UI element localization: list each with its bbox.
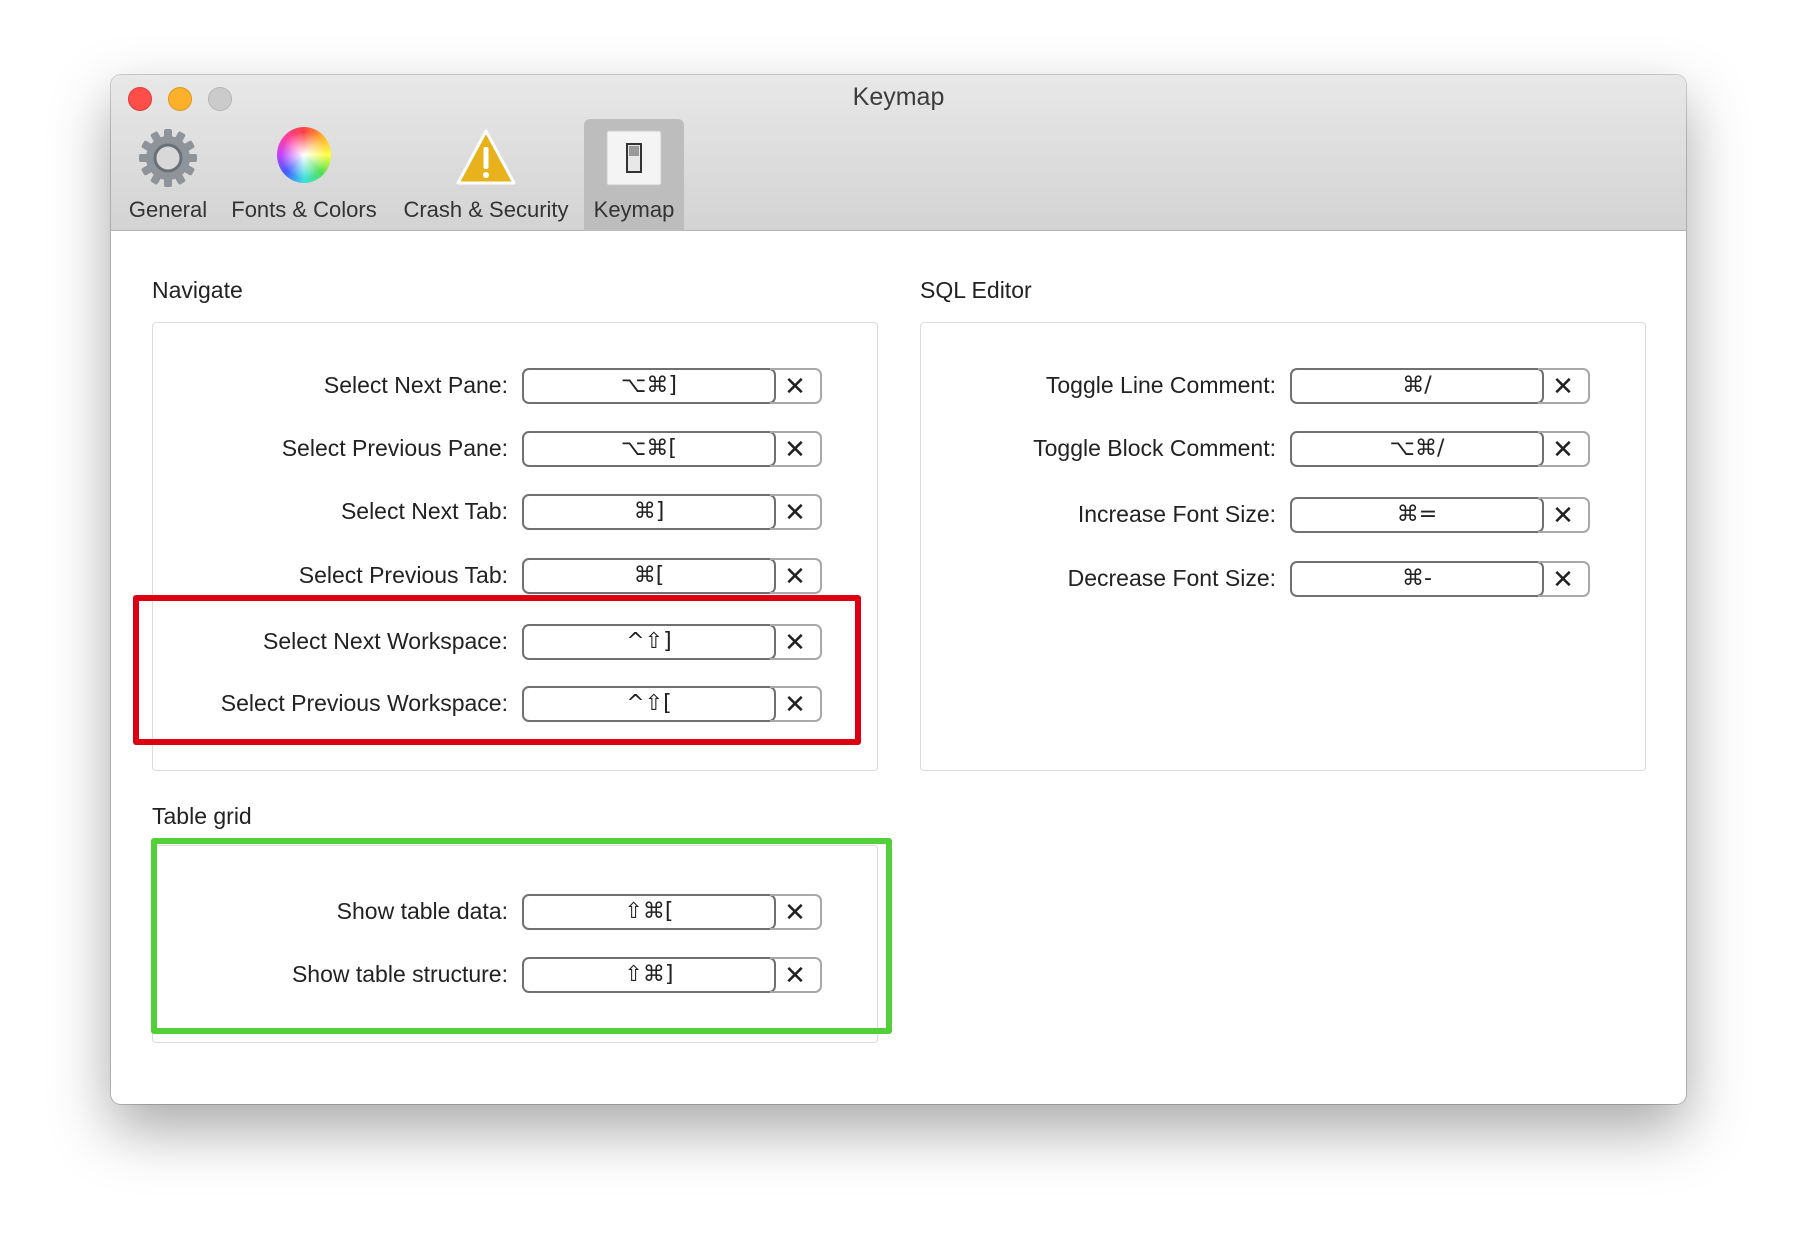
shortcut-label: Select Previous Tab: — [298, 562, 508, 588]
close-button[interactable] — [128, 87, 152, 111]
green-highlight-box — [151, 838, 892, 1034]
close-icon: ✕ — [1552, 434, 1574, 464]
tab-crash-security[interactable]: Crash & Security — [393, 119, 579, 231]
clear-shortcut-button[interactable]: ✕ — [770, 494, 822, 530]
shortcut-label: Select Previous Workspace: — [220, 690, 508, 716]
tab-label: Keymap — [593, 197, 675, 222]
shortcut-recorder: ^⇧[ ✕ — [522, 686, 822, 722]
shortcut-row: Show table structure: — [111, 957, 508, 993]
shortcut-field[interactable]: ⇧⌘] — [522, 957, 776, 993]
shortcut-row: Toggle Block Comment: — [111, 431, 1276, 467]
close-icon: ✕ — [784, 497, 806, 527]
tab-general[interactable]: General — [121, 119, 215, 231]
shortcut-label: Show table data: — [336, 898, 508, 924]
toolbar: Keymap General Fonts & Colors Crash & Se… — [111, 75, 1686, 231]
clear-shortcut-button[interactable]: ✕ — [1538, 368, 1590, 404]
close-icon: ✕ — [784, 371, 806, 401]
shortcut-recorder: ⌘[ ✕ — [522, 558, 822, 594]
sql-editor-group — [920, 322, 1646, 771]
shortcut-row: Select Previous Tab: — [111, 558, 508, 594]
shortcut-row: Select Previous Workspace: — [111, 686, 508, 722]
tab-keymap[interactable]: Keymap — [584, 119, 684, 231]
preferences-window: Keymap General Fonts & Colors Crash & Se… — [111, 75, 1686, 1104]
tab-fonts-colors[interactable]: Fonts & Colors — [225, 119, 383, 231]
shortcut-field[interactable]: ⌘[ — [522, 558, 776, 594]
color-wheel-icon — [277, 127, 331, 183]
gear-icon — [139, 129, 197, 187]
clear-shortcut-button[interactable]: ✕ — [770, 624, 822, 660]
shortcut-recorder: ⌥⌘/ ✕ — [1290, 431, 1590, 467]
clear-shortcut-button[interactable]: ✕ — [1538, 431, 1590, 467]
red-highlight-box — [133, 595, 861, 745]
clear-shortcut-button[interactable]: ✕ — [1538, 497, 1590, 533]
clear-shortcut-button[interactable]: ✕ — [770, 957, 822, 993]
shortcut-recorder: ⌘- ✕ — [1290, 561, 1590, 597]
shortcut-recorder: ^⇧] ✕ — [522, 624, 822, 660]
shortcut-label: Decrease Font Size: — [1067, 565, 1276, 591]
shortcut-recorder: ⌘/ ✕ — [1290, 368, 1590, 404]
close-icon: ✕ — [784, 689, 806, 719]
shortcut-row: Select Next Tab: — [111, 494, 508, 530]
shortcut-label: Toggle Block Comment: — [1033, 435, 1276, 461]
tab-label: Crash & Security — [403, 197, 569, 222]
close-icon: ✕ — [784, 960, 806, 990]
shortcut-row: Select Next Workspace: — [111, 624, 508, 660]
shortcut-field[interactable]: ⌘] — [522, 494, 776, 530]
close-icon: ✕ — [784, 434, 806, 464]
shortcut-recorder: ⇧⌘] ✕ — [522, 957, 822, 993]
clear-shortcut-button[interactable]: ✕ — [770, 894, 822, 930]
shortcut-row: Show table data: — [111, 894, 508, 930]
shortcut-label: Show table structure: — [291, 961, 508, 987]
shortcut-recorder: ⌥⌘] ✕ — [522, 368, 822, 404]
shortcut-row: Decrease Font Size: — [111, 561, 1276, 597]
shortcut-label: Select Next Workspace: — [262, 628, 508, 654]
clear-shortcut-button[interactable]: ✕ — [770, 368, 822, 404]
shortcut-label: Toggle Line Comment: — [1045, 372, 1276, 398]
shortcut-field[interactable]: ⇧⌘[ — [522, 894, 776, 930]
shortcut-label: Select Next Tab: — [340, 498, 508, 524]
shortcut-field[interactable]: ⌘/ — [1290, 368, 1544, 404]
shortcut-recorder: ⇧⌘[ ✕ — [522, 894, 822, 930]
clear-shortcut-button[interactable]: ✕ — [770, 686, 822, 722]
close-icon: ✕ — [784, 627, 806, 657]
navigate-group — [152, 322, 878, 771]
clear-shortcut-button[interactable]: ✕ — [770, 558, 822, 594]
clear-shortcut-button[interactable]: ✕ — [770, 431, 822, 467]
shortcut-recorder: ⌥⌘[ ✕ — [522, 431, 822, 467]
shortcut-field[interactable]: ⌥⌘/ — [1290, 431, 1544, 467]
tab-label: Fonts & Colors — [231, 197, 377, 222]
window-title: Keymap — [852, 83, 945, 111]
shortcut-recorder: ⌘] ✕ — [522, 494, 822, 530]
close-icon: ✕ — [1552, 564, 1574, 594]
shortcut-field[interactable]: ⌥⌘[ — [522, 431, 776, 467]
close-icon: ✕ — [1552, 500, 1574, 530]
zoom-button[interactable] — [208, 87, 232, 111]
clear-shortcut-button[interactable]: ✕ — [1538, 561, 1590, 597]
tab-label: General — [128, 197, 208, 222]
shortcut-recorder: ⌘= ✕ — [1290, 497, 1590, 533]
shortcut-label: Select Next Pane: — [323, 372, 508, 398]
sql-editor-section-title: SQL Editor — [920, 277, 1032, 303]
minimize-button[interactable] — [168, 87, 192, 111]
close-icon: ✕ — [1552, 371, 1574, 401]
close-icon: ✕ — [784, 561, 806, 591]
shortcut-label: Select Previous Pane: — [281, 435, 508, 461]
shortcut-row: Toggle Line Comment: — [111, 368, 1276, 404]
table-grid-section-title: Table grid — [152, 803, 252, 829]
shortcut-field[interactable]: ⌘- — [1290, 561, 1544, 597]
navigate-section-title: Navigate — [152, 277, 243, 303]
shortcut-row: Select Next Pane: — [111, 368, 508, 404]
warning-icon — [456, 129, 516, 185]
shortcut-field[interactable]: ⌥⌘] — [522, 368, 776, 404]
shortcut-row: Increase Font Size: — [111, 497, 1276, 533]
switch-icon — [606, 130, 662, 186]
shortcut-field[interactable]: ^⇧] — [522, 624, 776, 660]
shortcut-label: Increase Font Size: — [1077, 501, 1276, 527]
shortcut-field[interactable]: ⌘= — [1290, 497, 1544, 533]
shortcut-field[interactable]: ^⇧[ — [522, 686, 776, 722]
shortcut-row: Select Previous Pane: — [111, 431, 508, 467]
close-icon: ✕ — [784, 897, 806, 927]
